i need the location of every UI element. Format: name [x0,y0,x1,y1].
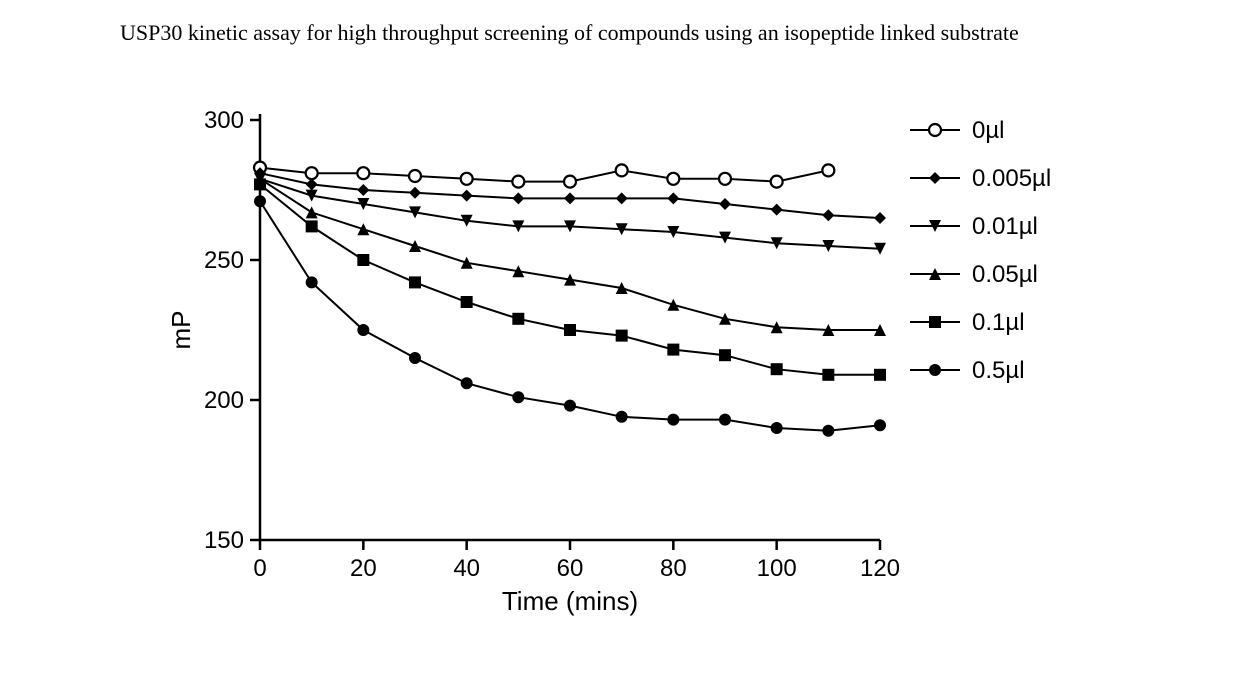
x-axis-label: Time (mins) [502,586,638,616]
x-tick-label: 120 [860,555,900,582]
x-tick-label: 80 [660,555,687,582]
legend-label: 0.5µl [972,357,1025,384]
y-axis-label: mP [170,311,196,350]
legend-item: 0.01µl [910,213,1038,240]
legend-item: 0.1µl [910,309,1025,336]
y-tick-label: 250 [204,247,244,274]
legend-label: 0.005µl [972,165,1051,192]
legend-label: 0.05µl [972,261,1038,288]
series [254,162,834,188]
figure-caption: USP30 kinetic assay for high throughput … [20,18,1220,48]
x-tick-label: 100 [757,555,797,582]
x-tick-label: 60 [557,555,584,582]
x-tick-label: 0 [253,555,266,582]
legend-label: 0.1µl [972,309,1025,336]
kinetic-chart: 0 20 40 60 80 100 120 150 200 250 300 Time (mins) mP… [170,100,1110,660]
legend-item: 0µl [910,117,1005,144]
legend-item: 0.005µl [910,165,1051,192]
y-tick-label: 150 [204,527,244,554]
legend-label: 0.01µl [972,213,1038,240]
y-tick-label: 200 [204,387,244,414]
legend-label: 0µl [972,117,1005,144]
x-tick-label: 20 [350,555,377,582]
y-tick-label: 300 [204,107,244,134]
legend-item: 0.05µl [910,261,1038,288]
chart-container: 0 20 40 60 80 100 120 150 200 250 300 Time (mins) mP… [170,100,1110,660]
x-tick-label: 40 [453,555,480,582]
legend-item: 0.5µl [910,357,1025,384]
